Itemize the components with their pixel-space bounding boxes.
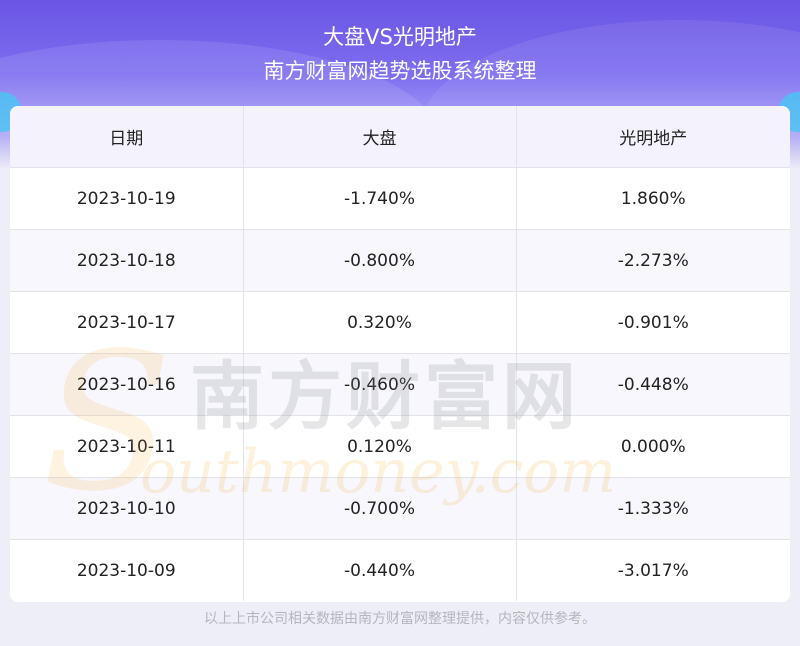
market-change-cell: 0.120% [243,415,517,478]
column-header-stock: 光明地产 [516,106,790,168]
table-row: 2023-10-11 0.120% 0.000% [10,415,790,478]
date-cell: 2023-10-10 [10,477,244,540]
table-row: 2023-10-18 -0.800% -2.273% [10,229,790,292]
market-change-cell: -0.700% [243,477,517,540]
table-row: 2023-10-16 -0.460% -0.448% [10,353,790,416]
date-cell: 2023-10-18 [10,229,244,292]
table-row: 2023-10-10 -0.700% -1.333% [10,477,790,540]
stock-change-cell: -3.017% [617,560,689,581]
date-cell: 2023-10-17 [10,291,244,354]
stock-change-cell: -0.901% [516,291,790,354]
page-subtitle: 南方财富网趋势选股系统整理 [263,59,537,83]
disclaimer-footer: 以上上市公司相关数据由南方财富网整理提供，内容仅供参考。 [204,611,596,627]
page-title: 大盘VS光明地产 [323,25,477,49]
table-row: 2023-10-17 0.320% -0.901% [10,291,790,354]
comparison-table: 日期 大盘 光明地产 2023-10-19 -1.740% 1.860% 202… [10,106,790,601]
column-header-date: 日期 [10,106,244,168]
stock-change-cell: -2.273% [516,229,790,292]
market-change-cell: -0.460% [243,353,517,416]
date-cell: 2023-10-11 [10,415,244,478]
date-cell: 2023-10-09 [10,539,244,601]
stock-change-cell: -0.448% [516,353,790,416]
stock-change-cell: 1.860% [516,167,790,230]
stock-change-cell: -1.333% [516,477,790,540]
market-change-cell: -0.800% [243,229,517,292]
table-row: 2023-10-19 -1.740% 1.860% [10,167,790,230]
column-header-market: 大盘 [243,106,517,168]
date-cell: 2023-10-19 [10,167,244,230]
table-header-row: 日期 大盘 光明地产 [10,106,790,168]
table-row: 2023-10-09 -0.440% -3.017% [10,539,790,601]
market-change-cell: 0.320% [243,291,517,354]
market-change-cell: -0.440% [243,539,517,601]
market-change-cell: -1.740% [243,167,517,230]
date-cell: 2023-10-16 [10,353,244,416]
stock-change-cell: 0.000% [516,415,790,478]
comparison-table-card: 日期 大盘 光明地产 2023-10-19 -1.740% 1.860% 202… [10,106,790,602]
